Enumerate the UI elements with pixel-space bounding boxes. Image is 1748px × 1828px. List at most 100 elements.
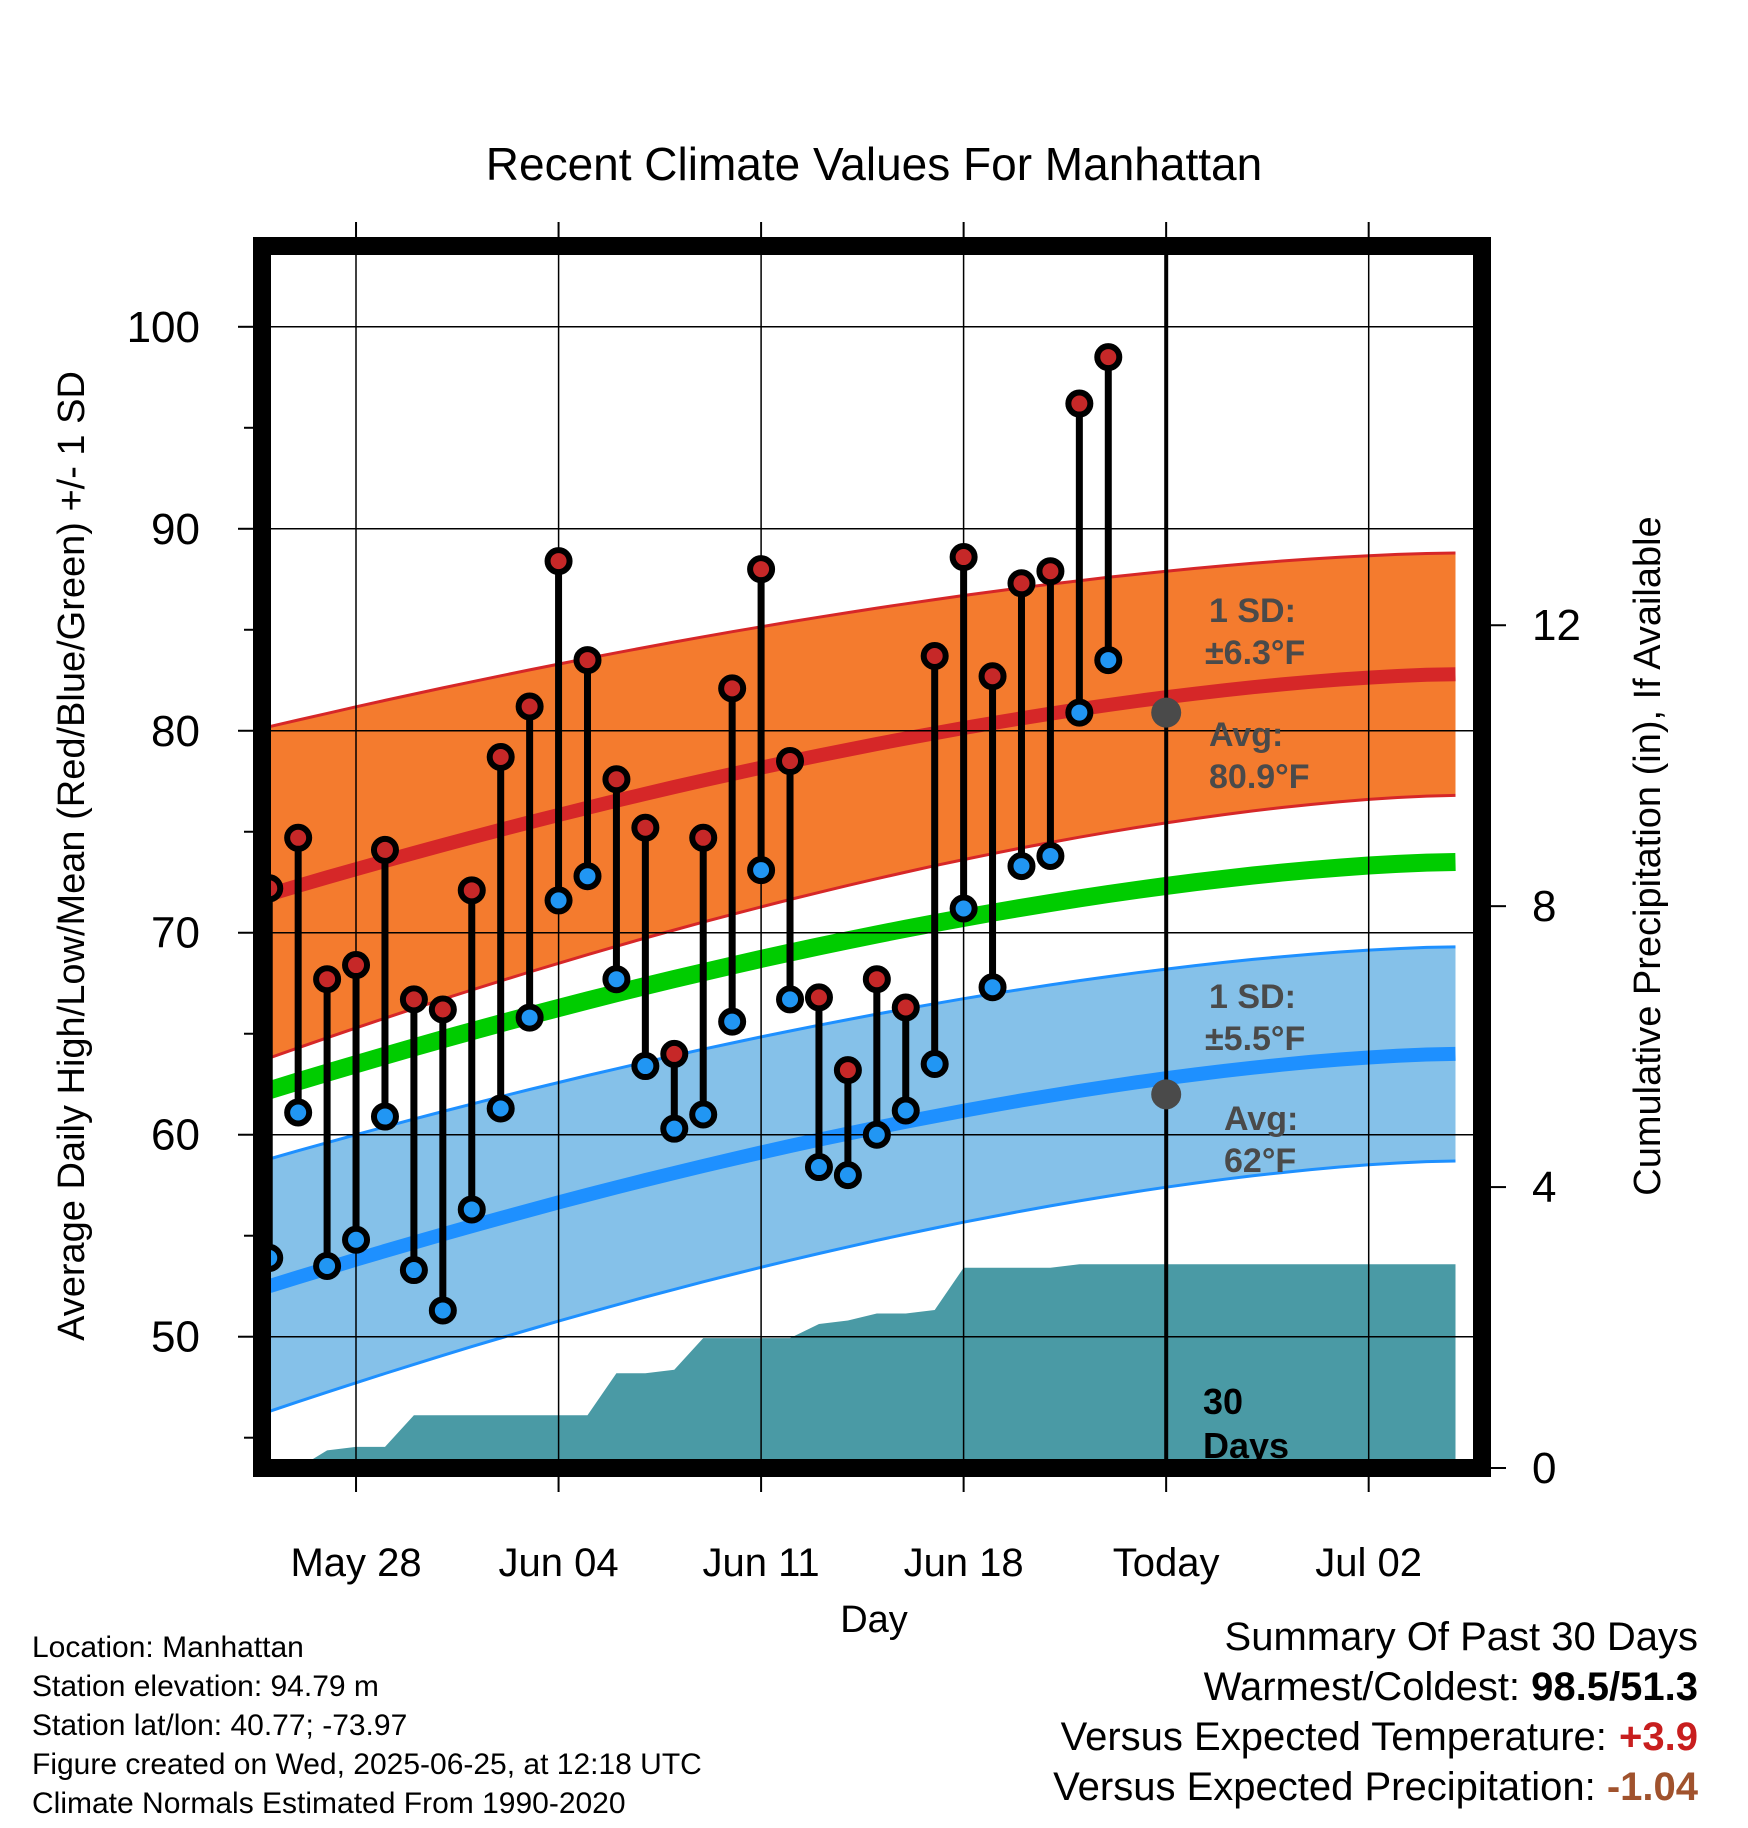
high-sd-value: ±6.3°F: [1205, 634, 1305, 672]
low-temp-point: [1126, 0, 1148, 11]
low-sd-label: 1 SD:: [1209, 978, 1296, 1016]
normals-text: Climate Normals Estimated From 1990-2020: [32, 1787, 626, 1820]
high-temp-point: [833, 1056, 862, 1085]
high-temp-point: [342, 951, 371, 980]
low-temp-point: [891, 1096, 920, 1125]
high-temp-point: [1094, 343, 1123, 372]
summary-temp: Versus Expected Temperature: +3.9: [1053, 1712, 1698, 1762]
x-tick-label: Jun 11: [703, 1541, 820, 1585]
low-temp-point: [1065, 698, 1094, 727]
chart-title: Recent Climate Values For Manhattan: [486, 138, 1262, 190]
high-sd-band-upper-edge: [268, 551, 1456, 729]
high-temp-point: [544, 547, 573, 576]
x-tick-label: Jul 02: [1315, 1541, 1422, 1585]
warm-cold-label: Warmest/Coldest:: [1203, 1665, 1521, 1709]
y-tick-label: 80: [151, 707, 200, 756]
elevation-text: Station elevation: 94.79 m: [32, 1670, 379, 1703]
y-axis-label-left: Average Daily High/Low/Mean (Red/Blue/Gr…: [51, 371, 93, 1341]
y-tick-label: 50: [151, 1313, 200, 1362]
low-temp-point: [862, 1120, 891, 1149]
x-tick-label: Today: [1113, 1541, 1220, 1585]
low-temp-point: [1094, 646, 1123, 675]
high-temp-point: [1126, 0, 1148, 11]
x-axis-label: Day: [840, 1599, 908, 1641]
high-temp-point: [804, 983, 833, 1012]
high-temp-point: [399, 985, 428, 1014]
plot-frame: [253, 237, 1491, 1477]
plot-area: 1 SD: ±6.3°F Avg: 80.9°F 1 SD: ±5.5°F Avg: 62°F…: [127, 0, 1581, 1585]
low-temp-point: [1007, 852, 1036, 881]
y2-tick-label: 12: [1532, 601, 1581, 650]
high-temp-point: [776, 747, 805, 776]
low-normal-line: [267, 1046, 1456, 1293]
high-avg-label: Avg:: [1209, 716, 1283, 754]
low-temp-point: [399, 1256, 428, 1285]
precip-label: Versus Expected Precipitation:: [1053, 1765, 1596, 1809]
high-sd-band-lower-edge: [268, 793, 1456, 1060]
low-temp-point: [544, 886, 573, 915]
warm-cold-value: 98.5/51.3: [1531, 1665, 1698, 1709]
summary-precip: Versus Expected Precipitation: -1.04: [1053, 1762, 1698, 1812]
high-sd-label: 1 SD:: [1209, 592, 1296, 630]
latlon-text: Station lat/lon: 40.77; -73.97: [32, 1709, 408, 1742]
high-temp-point: [978, 662, 1007, 691]
summary-warm-cold: Warmest/Coldest: 98.5/51.3: [1053, 1662, 1698, 1712]
y2-tick-label: 8: [1532, 882, 1556, 931]
low-temp-point: [776, 985, 805, 1014]
high-temp-point: [862, 965, 891, 994]
low-sd-band-lower-edge: [268, 1159, 1456, 1413]
low-temp-point: [689, 1100, 718, 1129]
today-high-avg-marker: [1151, 697, 1182, 728]
x-tick-label: Jun 18: [904, 1541, 1024, 1585]
high-temp-point: [747, 555, 776, 584]
high-temp-point: [1065, 389, 1094, 418]
low-temp-point: [515, 1003, 544, 1032]
high-temp-point: [689, 823, 718, 852]
high-temp-point: [428, 995, 457, 1024]
high-temp-point: [920, 642, 949, 671]
y-tick-label: 100: [127, 303, 200, 352]
high-temp-point: [370, 835, 399, 864]
low-sd-band: [269, 946, 1456, 1412]
y2-tick-label: 0: [1532, 1444, 1556, 1493]
low-sd-band-upper-edge: [268, 945, 1456, 1161]
temp-value: +3.9: [1619, 1715, 1698, 1759]
summary-panel: Summary Of Past 30 Days Warmest/Coldest:…: [1053, 1612, 1698, 1812]
high-temp-point: [891, 993, 920, 1022]
high-temp-point: [631, 813, 660, 842]
low-temp-point: [457, 1195, 486, 1224]
temp-label: Versus Expected Temperature:: [1060, 1715, 1607, 1759]
precip-value: -1.04: [1606, 1765, 1698, 1809]
low-temp-point: [718, 1007, 747, 1036]
high-temp-point: [660, 1039, 689, 1068]
today-low-avg-marker: [1151, 1079, 1182, 1110]
location-text: Location: Manhattan: [32, 1631, 304, 1664]
high-temp-point: [949, 543, 978, 572]
station-info: Location: Manhattan Station elevation: 9…: [32, 1628, 702, 1823]
x-tick-label: May 28: [290, 1541, 421, 1585]
high-avg-value: 80.9°F: [1209, 758, 1310, 796]
high-normal-line: [267, 667, 1456, 902]
low-avg-label: Avg:: [1224, 1100, 1298, 1138]
low-temp-point: [949, 894, 978, 923]
low-temp-point: [284, 1098, 313, 1127]
low-temp-point: [631, 1052, 660, 1081]
low-temp-point: [833, 1161, 862, 1190]
low-temp-point: [428, 1296, 457, 1325]
low-temp-point: [920, 1050, 949, 1079]
y-axis-label-right: Cumulative Precipitation (in), If Availa…: [1627, 516, 1669, 1195]
low-temp-point: [342, 1225, 371, 1254]
high-temp-point: [486, 743, 515, 772]
plot-content: 1 SD: ±6.3°F Avg: 80.9°F 1 SD: ±5.5°F Avg: 62°F…: [262, 0, 1482, 1468]
low-temp-point: [660, 1114, 689, 1143]
low-temp-point: [370, 1102, 399, 1131]
created-text: Figure created on Wed, 2025-06-25, at 12…: [32, 1748, 702, 1781]
high-temp-point: [573, 646, 602, 675]
low-avg-value: 62°F: [1224, 1142, 1296, 1180]
x-tick-label: Jun 04: [499, 1541, 619, 1585]
high-temp-point: [718, 674, 747, 703]
mean-normal-line: [266, 853, 1456, 1099]
high-temp-point: [457, 876, 486, 905]
low-temp-point: [747, 856, 776, 885]
